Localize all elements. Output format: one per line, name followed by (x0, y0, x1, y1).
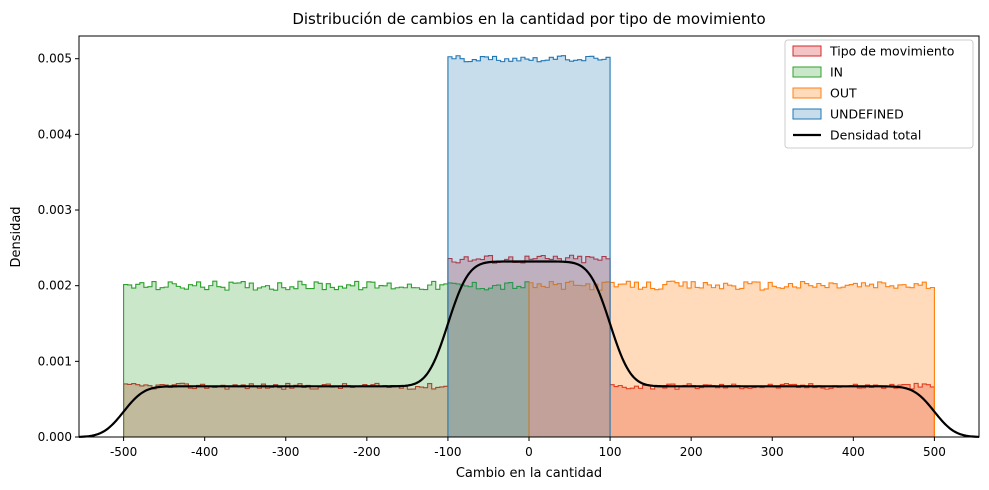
histogram-series-undefined (447, 55, 611, 437)
y-axis-label: Densidad (9, 206, 24, 267)
y-tick-label: 0.003 (38, 203, 72, 217)
x-tick-label: -100 (434, 445, 461, 459)
x-tick-label: 0 (525, 445, 533, 459)
x-tick-label: -400 (191, 445, 218, 459)
y-tick-label: 0.000 (38, 430, 72, 444)
y-tick-label: 0.005 (38, 52, 72, 66)
kde-line-densidad-total (78, 260, 980, 438)
x-tick-label: 300 (761, 445, 784, 459)
legend-label: UNDEFINED (830, 107, 904, 122)
x-tick-label: -200 (353, 445, 380, 459)
legend-entry: Densidad total (793, 128, 921, 143)
legend-label: Densidad total (830, 128, 921, 143)
legend-label: OUT (830, 86, 857, 101)
plot-marks (78, 55, 980, 438)
x-tick-label: 400 (842, 445, 865, 459)
legend-entry: Tipo de movimiento (792, 44, 954, 59)
histogram-fill (123, 281, 529, 437)
legend-label: IN (830, 65, 843, 80)
axes: -500 -400 -300 -200 -100 0 100 200 300 400 500 0.00… (38, 35, 980, 459)
legend-swatch (792, 45, 822, 57)
legend-entry: UNDEFINED (792, 107, 904, 122)
x-tick-label: 500 (923, 445, 946, 459)
legend: Tipo de movimiento IN OUT UNDEFINED Densidad… (784, 39, 974, 149)
legend-swatch (792, 108, 822, 120)
x-tick-label: 200 (680, 445, 703, 459)
x-tick-label: -300 (272, 445, 299, 459)
y-tick-label: 0.001 (38, 354, 72, 368)
x-axis-label: Cambio en la cantidad (456, 466, 602, 481)
histogram-fill (447, 55, 611, 437)
legend-entry: IN (792, 65, 843, 80)
y-tick-label: 0.004 (38, 127, 72, 141)
x-tick-label: -500 (110, 445, 137, 459)
histogram-fill (529, 281, 935, 437)
x-tick-label: 100 (599, 445, 622, 459)
legend-swatch (792, 66, 822, 78)
legend-entry: OUT (792, 86, 857, 101)
histogram-step-line (447, 55, 611, 437)
y-tick-label: 0.002 (38, 279, 72, 293)
legend-box (784, 39, 974, 149)
chart-title: Distribución de cambios en la cantidad p… (292, 10, 765, 28)
legend-swatch (792, 87, 822, 99)
legend-label: Tipo de movimiento (829, 44, 954, 59)
